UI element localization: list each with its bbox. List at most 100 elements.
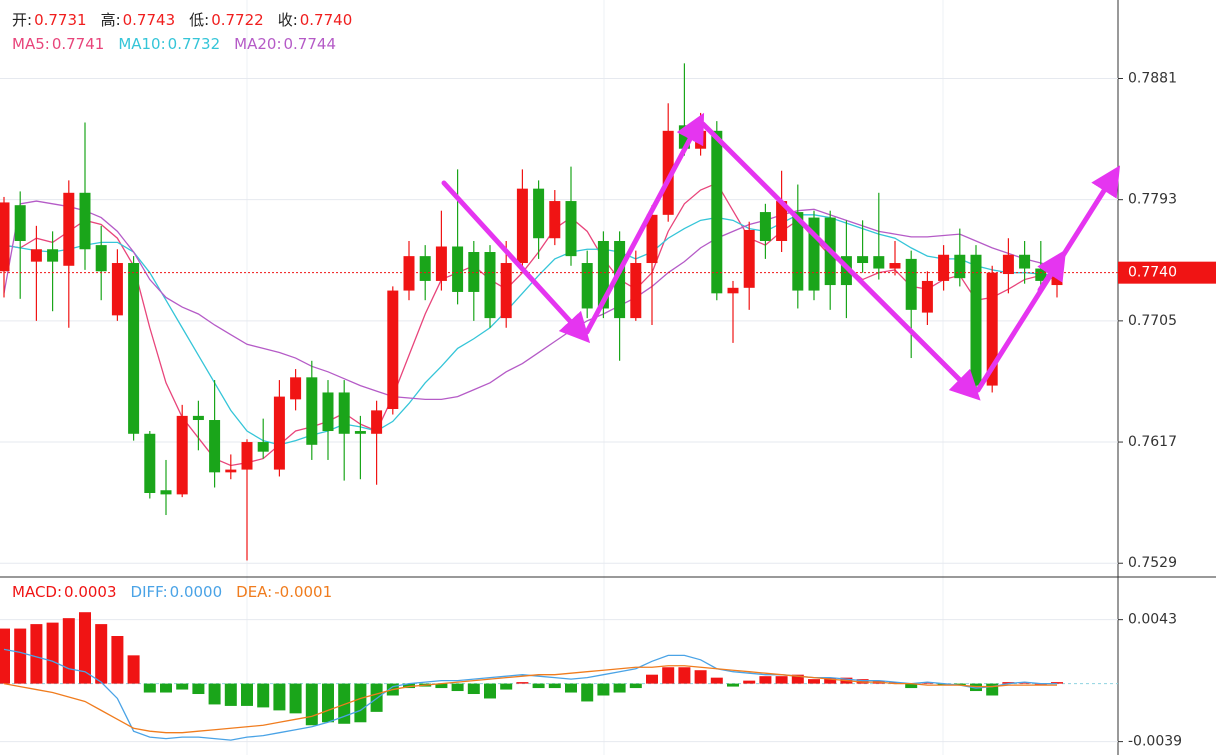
y-tick-label: 0.7529 (1128, 555, 1177, 571)
macd-bar (548, 683, 561, 689)
ma-line (3, 200, 1058, 401)
legend-label: MACD: (12, 583, 63, 601)
quote-label: 收: (277, 11, 298, 29)
quote-label: 高: (100, 11, 121, 29)
candle-body (516, 188, 528, 264)
candle-body (565, 201, 577, 257)
macd-bar (613, 683, 626, 693)
candle-body (857, 256, 869, 264)
quote-item: 开: 0.7731 (12, 9, 87, 30)
macd-bar (62, 618, 75, 684)
y-tick-label: 0.7793 (1128, 192, 1177, 208)
macd-bar (629, 683, 642, 689)
candle-body (484, 252, 496, 319)
macd-bar (192, 683, 205, 695)
macd-bar (273, 683, 286, 711)
quote-label: 低: (189, 11, 210, 29)
macd-bar (953, 683, 966, 686)
candle-body (128, 263, 140, 434)
candle-body (338, 392, 350, 434)
macd-bar (338, 683, 351, 724)
candle-body (581, 263, 593, 309)
macd-bar (824, 677, 837, 684)
legend-value: 0.0003 (64, 583, 117, 601)
candle-body (47, 249, 59, 262)
macd-bar (791, 674, 804, 684)
quote-item: 高: 0.7743 (101, 9, 176, 30)
macd-bar (516, 682, 529, 684)
candle-body (225, 469, 237, 473)
macd-bar (581, 683, 594, 702)
macd-bar (0, 628, 10, 684)
candle-body (306, 377, 318, 445)
candle-body (792, 212, 804, 291)
arrow (441, 180, 591, 344)
y-tick-label: 0.7881 (1128, 70, 1177, 86)
legend-item: MACD: 0.0003 (12, 583, 117, 601)
candle-body (905, 258, 917, 310)
legend-label: MA20: (234, 35, 282, 53)
macd-bar (322, 683, 334, 723)
macd-bar (435, 683, 448, 689)
candle-body (273, 396, 285, 470)
candle-body (695, 130, 707, 149)
ma-legend: MA5: 0.7741 MA10: 0.7732 MA20: 0.7744 (12, 35, 336, 53)
macd-bar (678, 667, 691, 684)
macd-bar (1002, 682, 1015, 684)
quote-value: 0.7731 (34, 11, 87, 29)
candle-body (597, 240, 609, 309)
candle-body (209, 420, 221, 473)
macd-bar (467, 683, 480, 695)
candle-body (1002, 254, 1014, 275)
candle-body (743, 229, 755, 288)
macd-bar (14, 628, 27, 684)
legend-value: 0.7732 (167, 35, 221, 53)
candle-body (630, 263, 642, 319)
candle-body (840, 256, 852, 286)
candle-body (354, 431, 366, 434)
candle-body (921, 280, 933, 313)
macd-bar (160, 683, 172, 693)
candle-body (192, 415, 204, 421)
macd-bar (1018, 682, 1031, 684)
candle-body (549, 201, 561, 239)
legend-value: 0.7741 (51, 35, 105, 53)
macd-bar (111, 636, 124, 684)
candle-body (241, 442, 253, 470)
macd-bar (646, 674, 658, 684)
quote-value: 0.7722 (211, 11, 264, 29)
macd-bar (970, 683, 982, 692)
candle-body (873, 256, 885, 269)
candle-body (30, 249, 42, 262)
annotation-arrows (441, 112, 1121, 401)
candle-body (500, 263, 512, 319)
macd-bar (808, 679, 820, 684)
macd-bar (451, 683, 464, 692)
macd-bar (905, 683, 918, 689)
y-tick-label: 0.7617 (1128, 434, 1177, 450)
macd-bar (95, 624, 108, 684)
candle-body (776, 201, 788, 241)
macd-bar (921, 682, 934, 684)
candle-body (63, 192, 75, 266)
macd-bar (484, 683, 496, 699)
plot: 0.7529 0.7617 0.7705 0.7793 0.7881 0.7740 -0.0… (0, 63, 1216, 750)
macd-bar (224, 683, 237, 706)
last-price-label: 0.7740 (1128, 265, 1177, 281)
macd-bar (889, 682, 901, 684)
macd-bar (176, 683, 189, 690)
macd-bar (710, 677, 723, 684)
macd-bar (597, 683, 610, 696)
y-tick-label: 0.7705 (1128, 313, 1177, 329)
candle-body (322, 392, 334, 432)
quote-item: 低: 0.7722 (189, 9, 264, 30)
quote-value: 0.7740 (299, 11, 353, 29)
legend-label: DIFF: (130, 583, 168, 601)
quote-legend: 开: 0.7731 高: 0.7743 低: 0.7722 收: 0.7740 (12, 9, 352, 30)
candle-body (452, 246, 464, 292)
macd-bar (305, 683, 318, 726)
candle-body (419, 256, 431, 281)
macd-bar (565, 683, 577, 693)
